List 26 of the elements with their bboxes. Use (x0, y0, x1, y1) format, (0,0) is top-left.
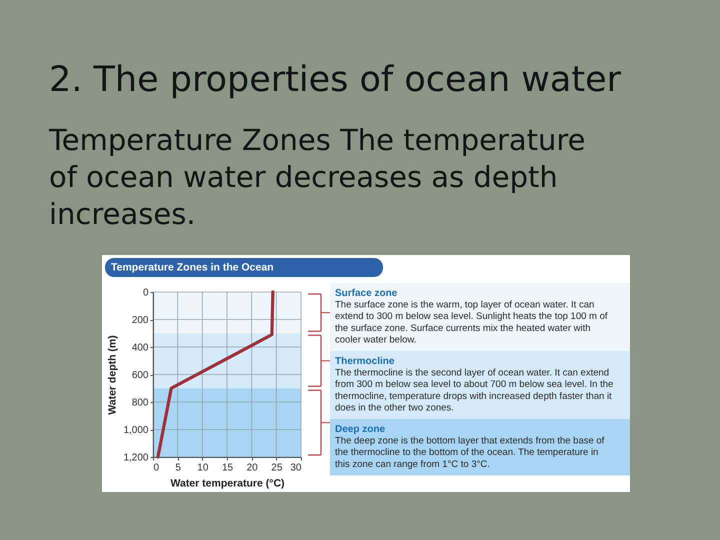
text: Surface zone (335, 288, 398, 299)
text: Temperature Zones in the Ocean (111, 262, 274, 274)
line-series (156, 290, 274, 459)
y-tick-label: 200 (132, 315, 149, 326)
chart-subtitle: Temperature Zones The temperature of ocean water decreases as depth increases. (48, 123, 586, 231)
x-tick-label: 0 (154, 462, 160, 474)
x-tick-label: 15 (222, 462, 234, 474)
y-tick-label: 1,200 (123, 452, 149, 464)
x-tick-label: 25 (271, 462, 283, 474)
x-tick-label: 10 (197, 462, 209, 474)
y-tick-label: 400 (132, 342, 149, 354)
y-tick-label: 600 (132, 370, 149, 381)
y-tick-label: 1,000 (123, 425, 149, 436)
text: Thermocline (335, 356, 395, 367)
text: The thermocline is the second layer of ocean water. It can extend from 300 m below sea level to about 700 m below sea level. In the thermocline, temperature drops with increased depth faster than it does in the other two zones. (335, 368, 614, 414)
x-axis-title: Water temperature (°C) (170, 478, 285, 490)
text: The deep zone is the bottom layer that extends from the base of the thermocline to the bottom of the ocean. The temperature in this zone can range from 1°C to 3°C. (335, 436, 605, 470)
chart-title: 2. The properties of ocean water (49, 60, 622, 100)
text: The surface zone is the warm, top layer of ocean water. It can extend to 300 m below sea level. Sunlight heats the top 100 m of the surface zone. Surface currents mix the heated water with cooler water below. (335, 300, 608, 346)
y-axis-title: Water depth (m) (106, 335, 118, 415)
text: Deep zone (335, 424, 386, 435)
y-tick-label: 800 (132, 398, 149, 408)
x-tick-label: 20 (246, 462, 258, 474)
x-tick-label: 5 (175, 462, 182, 474)
x-tick-label: 30 (290, 462, 302, 474)
y-tick-label: 0 (142, 288, 149, 298)
